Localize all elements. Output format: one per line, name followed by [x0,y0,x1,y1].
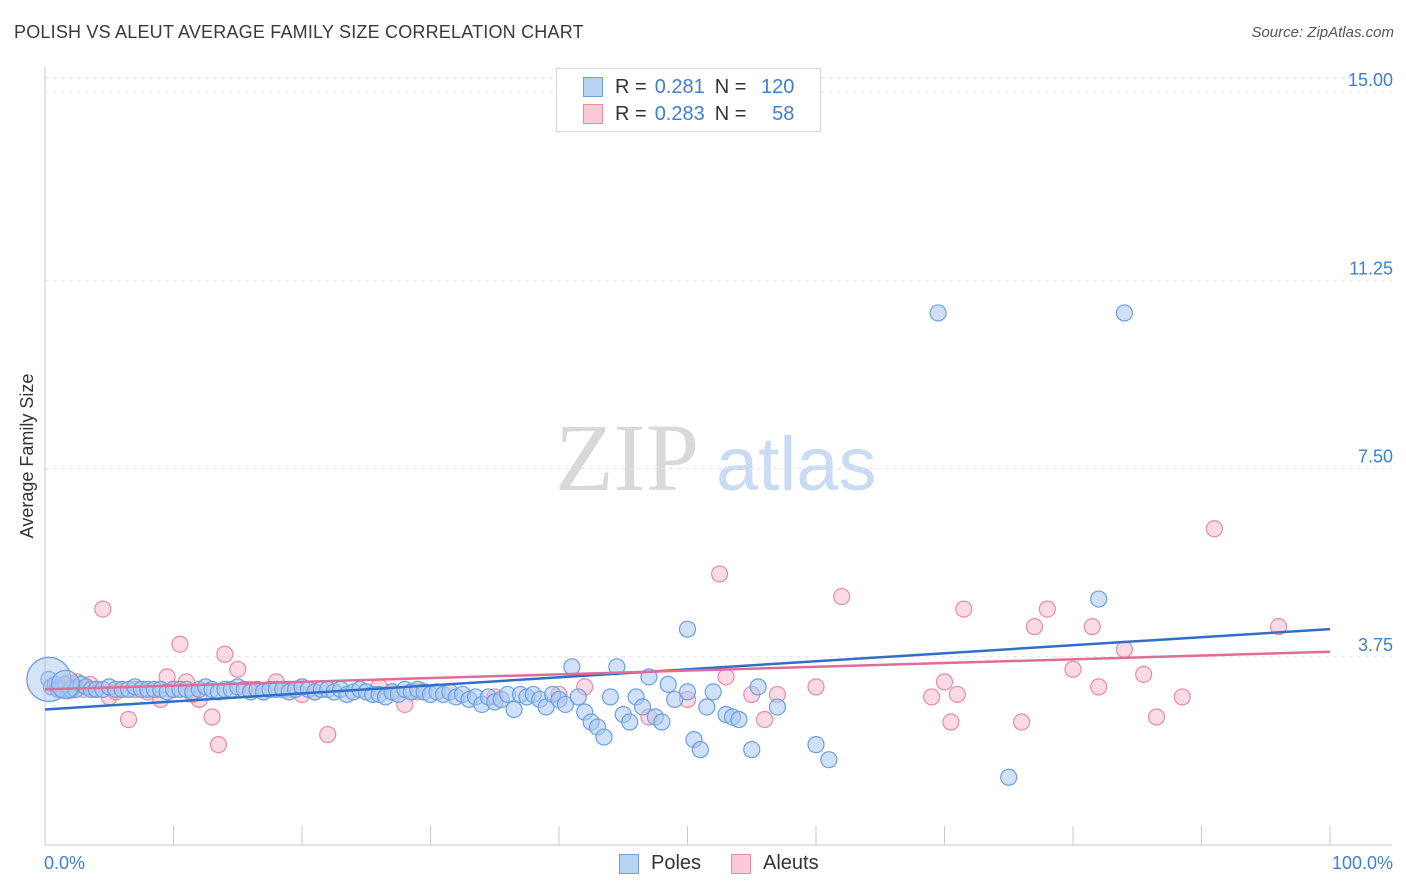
y-tick-label: 11.25 [1349,258,1393,278]
aleuts-swatch [583,104,603,124]
aleuts-point [1147,708,1166,726]
aleuts-label: Aleuts [763,852,819,874]
series-legend: Poles Aleuts [0,852,1406,878]
poles-point [678,683,697,701]
y-axis-label: Average Family Size [17,374,37,539]
x-tick-label-0: 0.0% [44,853,85,873]
y-tick-label: 7.50 [1358,447,1393,467]
aleuts-point [935,673,954,691]
aleuts-point [1173,688,1191,706]
aleuts-point [216,645,234,663]
poles-point [653,713,671,731]
aleuts-point [955,600,973,618]
poles-point [505,700,523,719]
poles-point [666,690,684,709]
legend-item-poles: Poles [619,852,701,875]
aleuts-point [94,600,112,618]
poles-point [569,688,587,706]
legend-row-aleuts: R = 0.283 N = 58 [583,102,794,126]
aleuts-point [1012,713,1031,731]
poles-point [768,698,787,716]
poles-point [929,304,947,322]
aleuts-point [711,565,729,583]
y-tick-label: 3.75 [1358,635,1393,655]
aleuts-point [1038,600,1056,618]
aleuts-point [1025,618,1044,636]
poles-point [807,736,825,754]
poles-point [563,658,581,676]
legend-n-value: 58 [772,102,795,125]
aleuts-point [942,713,960,731]
aleuts-trendline [44,650,1331,691]
poles-point [1090,590,1108,608]
poles-point [1000,768,1018,786]
aleuts-point [1205,520,1223,538]
aleuts-point [1135,665,1153,683]
x-axis-ticks [44,826,1331,845]
y-tick-label: 15.00 [1348,70,1393,90]
correlation-legend: R = 0.281 N = 120 R = 0.283 N = 58 [556,68,821,132]
poles-swatch [619,853,639,874]
axes [44,67,1392,846]
legend-r-value: 0.283 [654,102,705,125]
trendlines [44,627,1331,711]
poles-points [26,304,1134,786]
aleuts-point [923,688,941,706]
aleuts-point [1115,640,1134,658]
poles-point [601,688,620,706]
aleuts-point [203,708,221,726]
poles-point [1115,304,1134,322]
poles-cluster-point [50,669,81,699]
poles-point [633,698,652,716]
poles-point [730,710,748,729]
aleuts-point [948,685,966,704]
poles-point [691,741,709,759]
poles-label: Poles [651,852,702,874]
watermark-atlas: atlas [716,422,877,507]
poles-trendline [44,627,1331,711]
y-axis-tick-labels: 3.75 7.50 11.25 15.00 [1348,70,1393,655]
poles-point [678,620,697,638]
legend-r-label: R = [615,75,647,98]
aleuts-point [1064,660,1082,678]
source-credit: Source: ZipAtlas.com [1251,24,1394,41]
aleuts-point [755,710,774,729]
legend-n-label: N = [714,102,747,125]
legend-item-aleuts: Aleuts [731,852,819,875]
poles-point [820,751,838,769]
poles-point [621,713,639,731]
aleuts-point [1083,618,1101,636]
aleuts-swatch [731,853,751,874]
poles-point [743,741,761,759]
poles-point [595,728,613,746]
aleuts-point [119,710,138,729]
legend-r-label: R = [615,102,647,125]
poles-swatch [583,77,603,97]
legend-r-value: 0.281 [654,75,705,98]
poles-point [749,678,767,696]
chart-title: POLISH VS ALEUT AVERAGE FAMILY SIZE CORR… [14,22,584,42]
aleuts-point [1269,618,1288,636]
aleuts-point [1090,678,1108,696]
legend-n-label: N = [714,75,747,98]
watermark-zip: ZIP [555,404,699,511]
watermark: ZIP atlas [555,404,877,511]
legend-n-value: 120 [761,75,795,98]
aleuts-point [171,635,189,653]
poles-point [556,695,575,714]
poles-point [659,675,677,693]
aleuts-point [717,668,735,686]
x-tick-label-100: 100.0% [1332,853,1393,873]
poles-point [704,683,722,701]
aleuts-point [807,678,825,696]
aleuts-point [319,725,337,744]
aleuts-point [209,736,228,754]
legend-row-poles: R = 0.281 N = 120 [583,75,794,99]
poles-point [698,698,716,716]
aleuts-point [229,660,247,678]
aleuts-point [833,587,851,606]
